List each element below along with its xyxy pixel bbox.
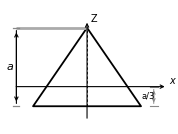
- Text: Z: Z: [91, 14, 98, 24]
- Text: a/3: a/3: [142, 92, 155, 101]
- Text: a: a: [6, 62, 13, 72]
- Text: x: x: [169, 76, 175, 86]
